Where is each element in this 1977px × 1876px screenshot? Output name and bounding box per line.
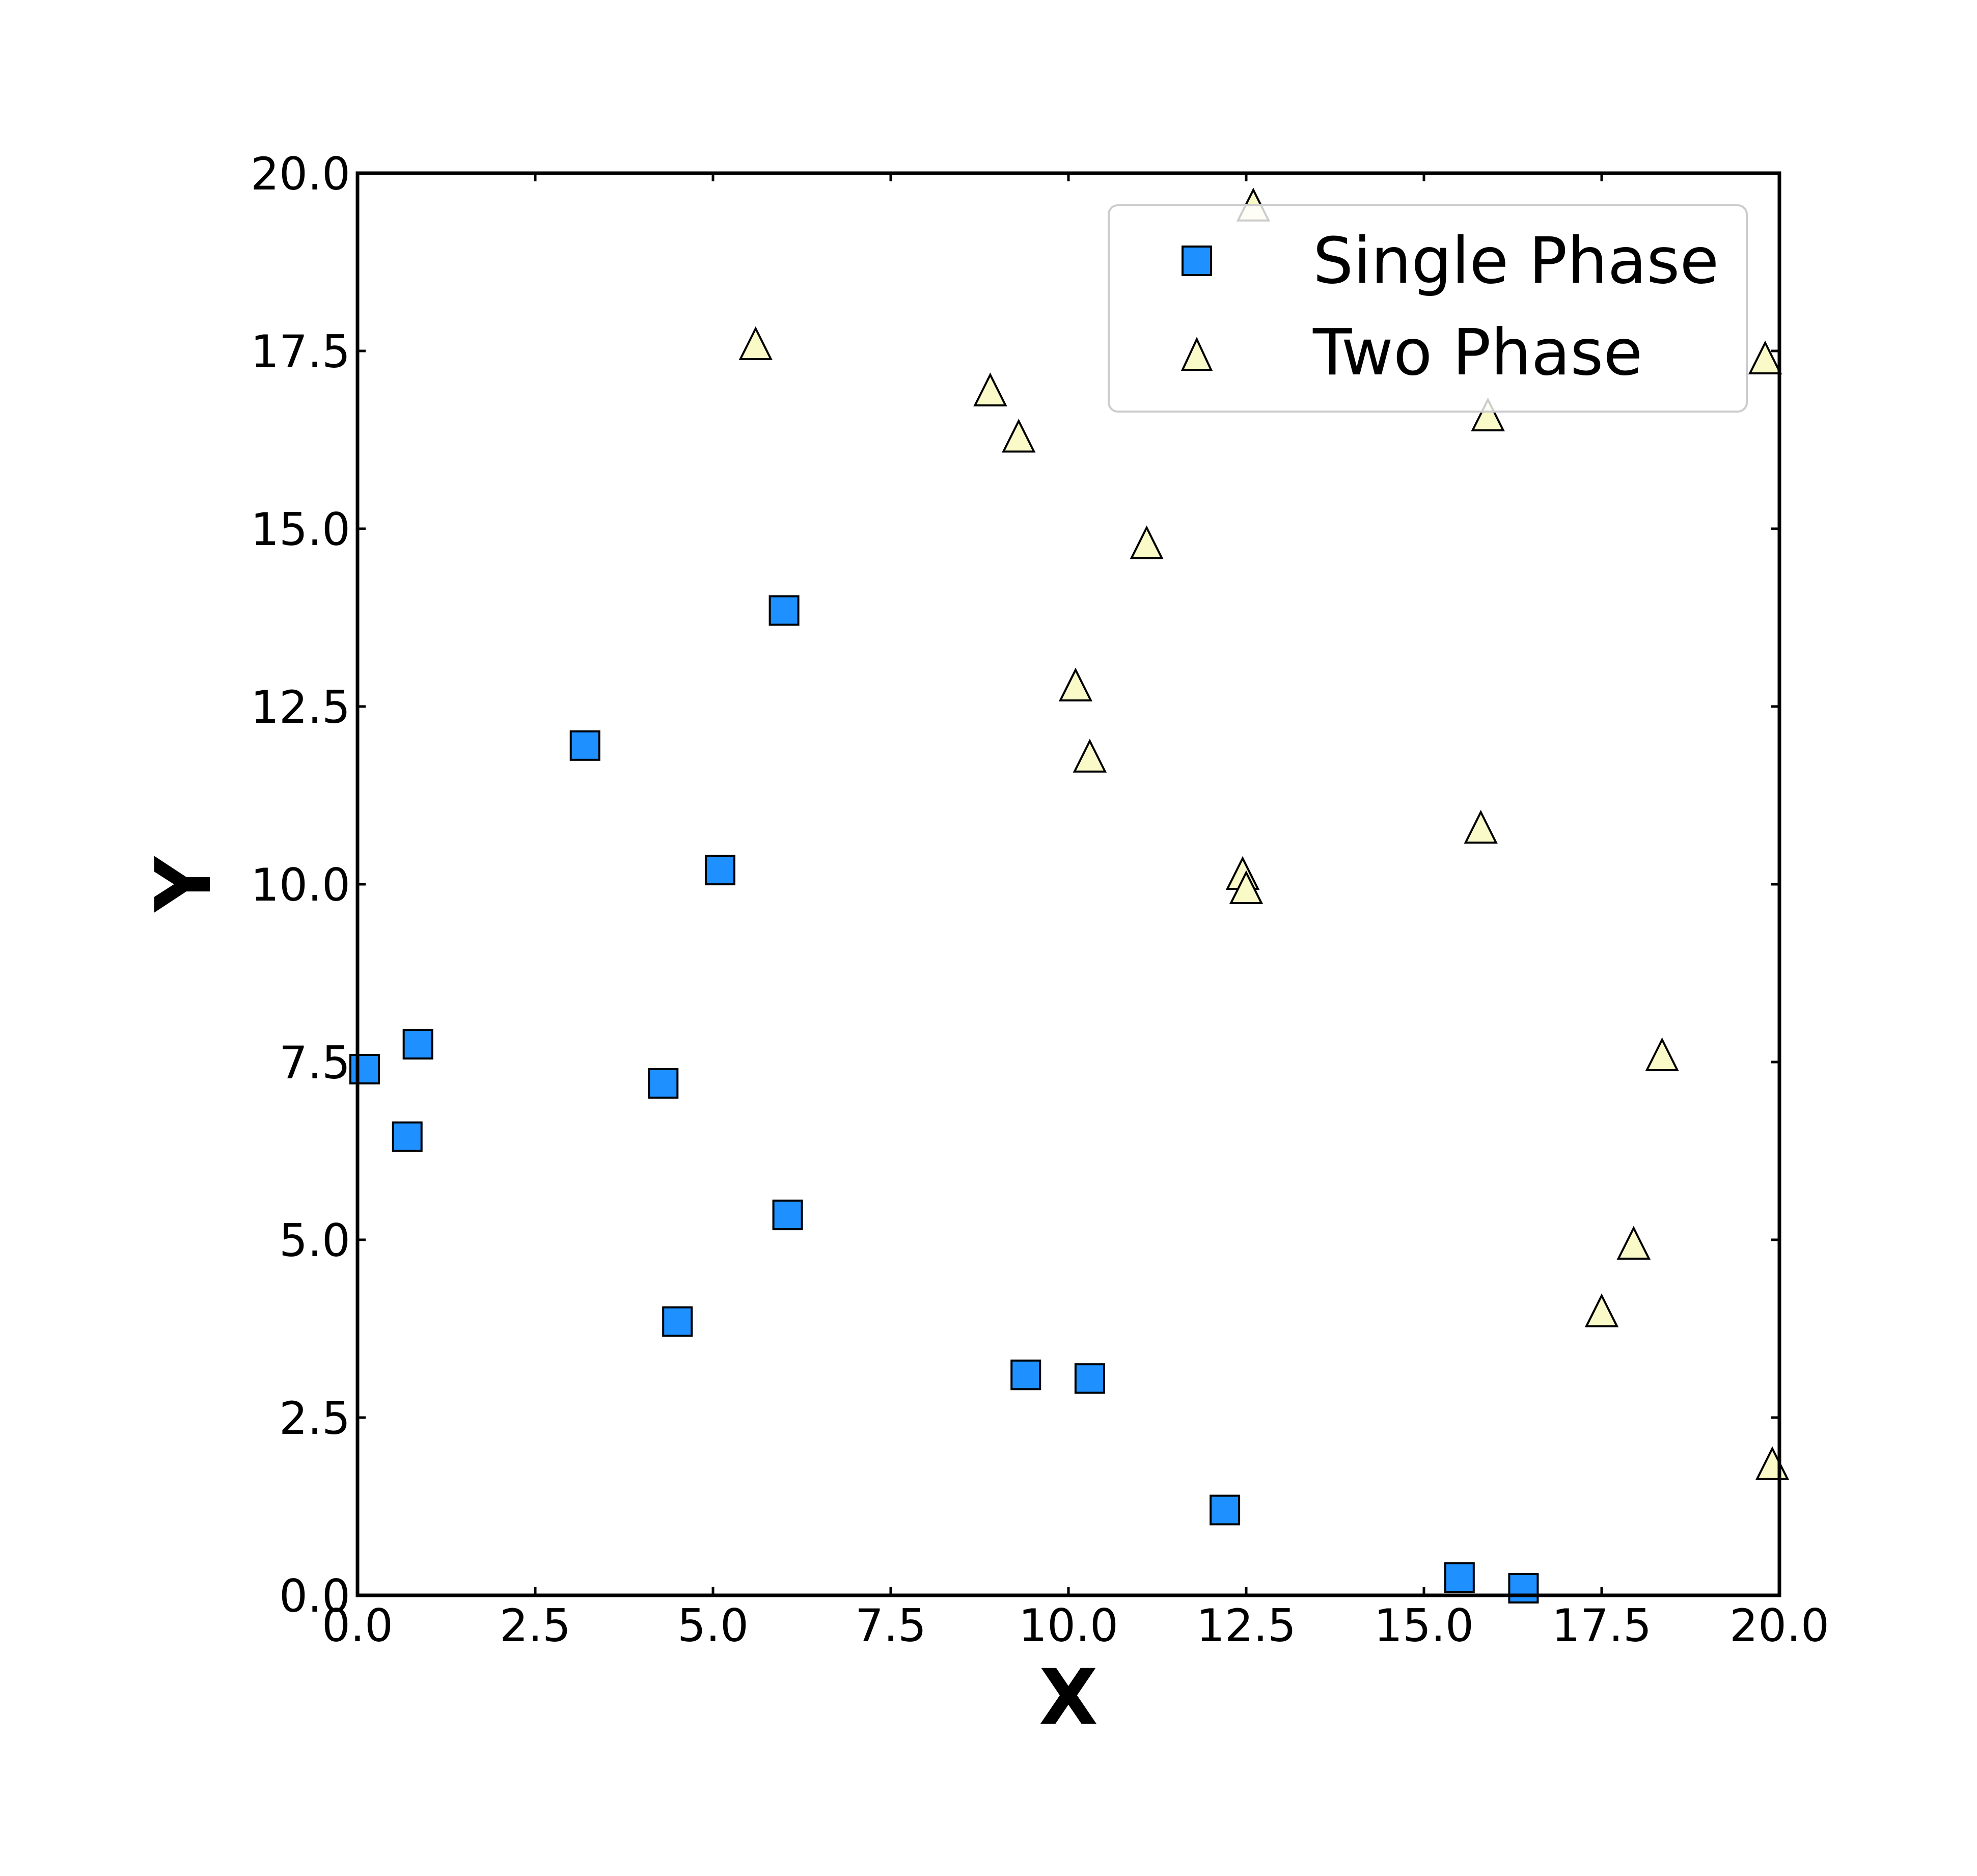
ticks-layer: 0.0 2.5 5.0 7.5 10.0 12.5 15.0 17.5 20.0 0.0 2.5 5.…: [251, 148, 1829, 1652]
points-layer: [349, 187, 1790, 1604]
y-tick-label: 20.0: [251, 148, 350, 200]
legend-box: [1108, 204, 1748, 413]
y-tick-label: 2.5: [279, 1392, 350, 1445]
x-axis-title: X: [1039, 1653, 1098, 1742]
single-phase-point: [1210, 1494, 1241, 1526]
plot-frame: [355, 171, 1781, 1597]
y-tick-label: 10.0: [251, 859, 350, 911]
x-tick-label: 5.0: [677, 1599, 749, 1652]
two-phase-point: [1471, 397, 1505, 431]
single-phase-point: [392, 1121, 423, 1152]
two-phase-point: [1002, 419, 1036, 453]
y-axis-title: Y: [140, 855, 228, 913]
legend-square-marker: [1182, 246, 1212, 276]
x-tick-label: 0.0: [322, 1599, 393, 1652]
legend-label-two-phase: Two Phase: [1312, 316, 1642, 390]
single-phase-point: [772, 1200, 803, 1231]
two-phase-point: [1616, 1226, 1651, 1260]
single-phase-point: [662, 1306, 693, 1337]
y-tick-label: 5.0: [279, 1214, 350, 1267]
single-phase-point: [768, 595, 800, 626]
legend: Single Phase Two Phase: [1108, 204, 1748, 413]
two-phase-point: [1130, 525, 1164, 559]
single-phase-point: [569, 730, 600, 761]
two-phase-point: [1748, 340, 1782, 374]
two-phase-point: [1645, 1037, 1679, 1072]
y-tick-label: 15.0: [251, 503, 350, 556]
y-tick-label: 12.5: [251, 681, 350, 733]
legend-triangle-marker: [1180, 337, 1213, 371]
two-phase-point: [1058, 667, 1093, 702]
x-tick-label: 12.5: [1196, 1599, 1296, 1652]
x-tick-label: 7.5: [855, 1599, 926, 1652]
x-tick-label: 15.0: [1374, 1599, 1474, 1652]
x-tick-label: 20.0: [1729, 1599, 1829, 1652]
single-phase-point: [1074, 1363, 1105, 1394]
legend-label-single-phase: Single Phase: [1313, 224, 1719, 298]
y-tick-label: 17.5: [251, 325, 350, 378]
single-phase-point: [1508, 1573, 1539, 1604]
two-phase-point: [1073, 739, 1107, 773]
single-phase-point: [1010, 1360, 1041, 1391]
two-phase-point: [973, 372, 1007, 406]
y-tick-label: 0.0: [279, 1570, 350, 1622]
two-phase-point: [1464, 809, 1498, 844]
single-phase-point: [704, 855, 735, 886]
single-phase-point: [1444, 1562, 1475, 1593]
two-phase-point: [1229, 870, 1264, 904]
single-phase-point: [402, 1029, 433, 1060]
x-tick-label: 2.5: [500, 1599, 571, 1652]
single-phase-point: [648, 1068, 679, 1099]
y-tick-label: 7.5: [279, 1037, 350, 1089]
single-phase-point: [349, 1053, 380, 1084]
x-tick-label: 17.5: [1552, 1599, 1652, 1652]
two-phase-point: [738, 326, 773, 361]
two-phase-point: [1584, 1293, 1619, 1327]
x-tick-label: 10.0: [1019, 1599, 1118, 1652]
